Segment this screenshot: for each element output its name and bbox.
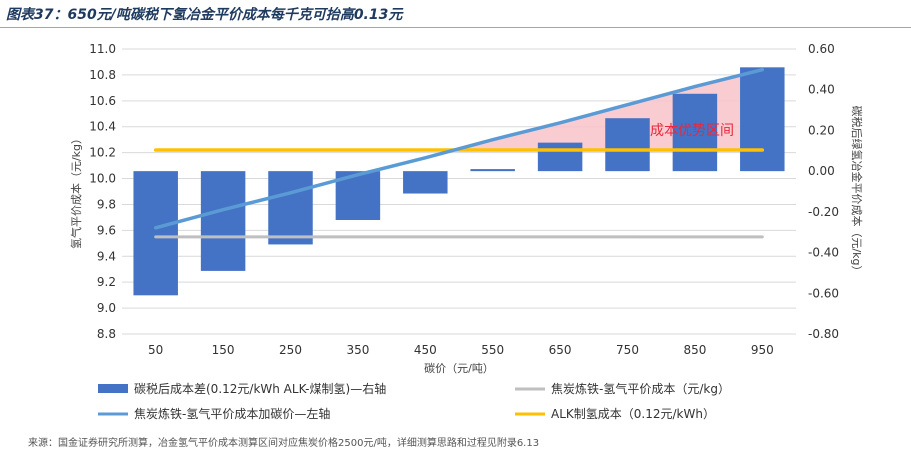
title-divider xyxy=(0,27,911,28)
bar xyxy=(133,171,178,296)
legend-label: 焦炭炼铁-氢气平价成本加碳价—左轴 xyxy=(134,406,330,421)
left-tick-label: 11.0 xyxy=(89,42,116,56)
x-tick-label: 650 xyxy=(549,343,572,357)
bar xyxy=(470,169,515,172)
left-tick-label: 9.0 xyxy=(97,301,116,315)
carbon-adjusted-cost-line xyxy=(153,67,765,230)
x-tick-label: 150 xyxy=(212,343,235,357)
bar xyxy=(740,67,785,172)
left-tick-label: 10.6 xyxy=(89,94,116,108)
axis-ticks: 8.8 9.0 9.2 9.4 9.6 9.8 10.0 10.2 10.4 10.6 10.8 11… xyxy=(89,42,839,357)
line-series: 成本优势区间 xyxy=(153,67,765,239)
x-tick-label: 950 xyxy=(751,343,774,357)
left-tick-label: 9.8 xyxy=(97,197,116,211)
x-tick-label: 850 xyxy=(683,343,706,357)
legend-label: ALK制氢成本（0.12元/kWh） xyxy=(551,406,715,421)
left-tick-label: 10.8 xyxy=(89,68,116,82)
legend-label: 碳税后成本差(0.12元/kWh ALK-煤制氢)—右轴 xyxy=(134,381,386,396)
x-tick-label: 50 xyxy=(148,343,163,357)
bar xyxy=(268,171,313,245)
right-tick-label: -0.60 xyxy=(808,286,839,300)
left-tick-label: 10.2 xyxy=(89,146,116,160)
figure-title: 图表37：650元/吨碳税下氢冶金平价成本每千克可抬高0.13元 xyxy=(6,7,403,23)
legend-label: 焦炭炼铁-氢气平价成本（元/kg） xyxy=(551,381,730,396)
x-tick-label: 550 xyxy=(481,343,504,357)
x-tick-label: 350 xyxy=(346,343,369,357)
x-tick-label: 450 xyxy=(414,343,437,357)
bar-series xyxy=(133,67,785,296)
left-axis-title: 氢气平价成本（元/kg） xyxy=(69,133,83,249)
source-note: 来源：国金证券研究所测算，冶金氢气平价成本测算区间对应焦炭价格2500元/吨，详… xyxy=(28,438,540,449)
left-tick-label: 9.4 xyxy=(97,249,116,263)
right-tick-label: 0.40 xyxy=(808,83,835,97)
left-tick-label: 10.4 xyxy=(89,120,116,134)
axis-titles: 碳价（元/吨） 氢气平价成本（元/kg） 碳税后绿氢冶金平价成本（元/kg） xyxy=(69,105,864,375)
right-tick-label: 0.20 xyxy=(808,123,835,137)
legend-swatch xyxy=(98,384,128,393)
left-tick-label: 9.2 xyxy=(97,275,116,289)
right-tick-label: -0.40 xyxy=(808,246,839,260)
bar xyxy=(537,142,583,172)
right-tick-label: 0.00 xyxy=(808,164,835,178)
right-tick-label: 0.60 xyxy=(808,42,835,56)
left-tick-label: 8.8 xyxy=(97,327,116,341)
right-tick-label: -0.80 xyxy=(808,327,839,341)
x-tick-label: 250 xyxy=(279,343,302,357)
right-axis-title: 碳税后绿氢冶金平价成本（元/kg） xyxy=(850,105,864,276)
left-tick-label: 9.6 xyxy=(97,223,116,237)
right-tick-label: -0.20 xyxy=(808,205,839,219)
bar xyxy=(672,93,718,172)
x-axis-title: 碳价（元/吨） xyxy=(424,361,494,375)
bar xyxy=(200,171,246,271)
left-tick-label: 10.0 xyxy=(89,172,116,186)
bar xyxy=(403,171,448,194)
x-tick-label: 750 xyxy=(616,343,639,357)
bar xyxy=(605,118,650,172)
advantage-zone-label: 成本优势区间 xyxy=(650,123,734,139)
legend: 碳税后成本差(0.12元/kWh ALK-煤制氢)—右轴 焦炭炼铁-氢气平价成本（… xyxy=(98,381,730,421)
